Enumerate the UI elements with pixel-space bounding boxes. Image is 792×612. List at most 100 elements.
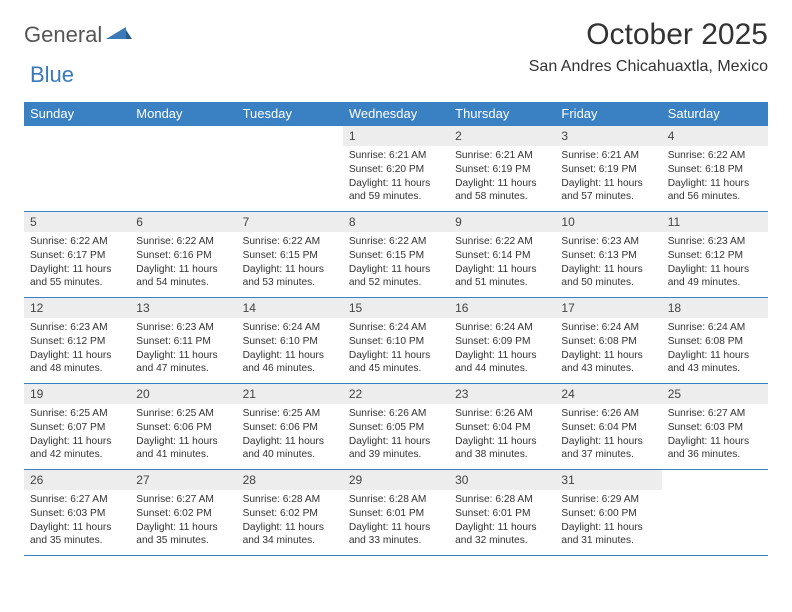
day-details: Sunrise: 6:24 AMSunset: 6:10 PMDaylight:…	[343, 318, 449, 380]
logo-text-general: General	[24, 22, 102, 48]
day-details: Sunrise: 6:23 AMSunset: 6:12 PMDaylight:…	[662, 232, 768, 294]
day-number: 10	[555, 212, 661, 232]
calendar-cell: 17Sunrise: 6:24 AMSunset: 6:08 PMDayligh…	[555, 298, 661, 384]
day-details: Sunrise: 6:23 AMSunset: 6:12 PMDaylight:…	[24, 318, 130, 380]
day-details: Sunrise: 6:23 AMSunset: 6:13 PMDaylight:…	[555, 232, 661, 294]
day-number: 25	[662, 384, 768, 404]
day-number: 26	[24, 470, 130, 490]
logo: General	[24, 18, 134, 48]
calendar-cell: 5Sunrise: 6:22 AMSunset: 6:17 PMDaylight…	[24, 212, 130, 298]
day-details: Sunrise: 6:25 AMSunset: 6:06 PMDaylight:…	[237, 404, 343, 466]
day-details: Sunrise: 6:22 AMSunset: 6:17 PMDaylight:…	[24, 232, 130, 294]
day-header: Monday	[130, 102, 236, 126]
day-number: 13	[130, 298, 236, 318]
day-details: Sunrise: 6:26 AMSunset: 6:04 PMDaylight:…	[449, 404, 555, 466]
calendar-cell: 30Sunrise: 6:28 AMSunset: 6:01 PMDayligh…	[449, 470, 555, 556]
calendar-cell: 4Sunrise: 6:22 AMSunset: 6:18 PMDaylight…	[662, 126, 768, 212]
day-header: Wednesday	[343, 102, 449, 126]
day-details: Sunrise: 6:27 AMSunset: 6:03 PMDaylight:…	[662, 404, 768, 466]
day-details: Sunrise: 6:22 AMSunset: 6:16 PMDaylight:…	[130, 232, 236, 294]
day-number: 16	[449, 298, 555, 318]
day-number: 30	[449, 470, 555, 490]
location-label: San Andres Chicahuaxtla, Mexico	[529, 58, 768, 76]
day-number: 27	[130, 470, 236, 490]
calendar-cell: 9Sunrise: 6:22 AMSunset: 6:14 PMDaylight…	[449, 212, 555, 298]
day-number: 2	[449, 126, 555, 146]
calendar-cell	[24, 126, 130, 212]
day-details: Sunrise: 6:25 AMSunset: 6:07 PMDaylight:…	[24, 404, 130, 466]
day-details: Sunrise: 6:23 AMSunset: 6:11 PMDaylight:…	[130, 318, 236, 380]
day-details: Sunrise: 6:26 AMSunset: 6:04 PMDaylight:…	[555, 404, 661, 466]
calendar-cell: 15Sunrise: 6:24 AMSunset: 6:10 PMDayligh…	[343, 298, 449, 384]
day-number: 21	[237, 384, 343, 404]
day-number: 14	[237, 298, 343, 318]
day-header: Friday	[555, 102, 661, 126]
calendar-cell: 21Sunrise: 6:25 AMSunset: 6:06 PMDayligh…	[237, 384, 343, 470]
day-details: Sunrise: 6:24 AMSunset: 6:08 PMDaylight:…	[555, 318, 661, 380]
calendar-cell	[662, 470, 768, 556]
day-number: 28	[237, 470, 343, 490]
day-details: Sunrise: 6:28 AMSunset: 6:01 PMDaylight:…	[449, 490, 555, 552]
month-title: October 2025	[529, 18, 768, 52]
day-details: Sunrise: 6:26 AMSunset: 6:05 PMDaylight:…	[343, 404, 449, 466]
day-number: 29	[343, 470, 449, 490]
day-details: Sunrise: 6:28 AMSunset: 6:02 PMDaylight:…	[237, 490, 343, 552]
calendar-cell: 22Sunrise: 6:26 AMSunset: 6:05 PMDayligh…	[343, 384, 449, 470]
calendar-cell: 23Sunrise: 6:26 AMSunset: 6:04 PMDayligh…	[449, 384, 555, 470]
day-number: 18	[662, 298, 768, 318]
day-number: 23	[449, 384, 555, 404]
day-details: Sunrise: 6:28 AMSunset: 6:01 PMDaylight:…	[343, 490, 449, 552]
calendar-cell: 13Sunrise: 6:23 AMSunset: 6:11 PMDayligh…	[130, 298, 236, 384]
calendar-cell: 2Sunrise: 6:21 AMSunset: 6:19 PMDaylight…	[449, 126, 555, 212]
calendar-cell: 24Sunrise: 6:26 AMSunset: 6:04 PMDayligh…	[555, 384, 661, 470]
calendar-cell: 25Sunrise: 6:27 AMSunset: 6:03 PMDayligh…	[662, 384, 768, 470]
day-details: Sunrise: 6:22 AMSunset: 6:15 PMDaylight:…	[237, 232, 343, 294]
day-details: Sunrise: 6:24 AMSunset: 6:10 PMDaylight:…	[237, 318, 343, 380]
calendar-cell: 26Sunrise: 6:27 AMSunset: 6:03 PMDayligh…	[24, 470, 130, 556]
calendar-cell: 19Sunrise: 6:25 AMSunset: 6:07 PMDayligh…	[24, 384, 130, 470]
day-header: Thursday	[449, 102, 555, 126]
day-number: 7	[237, 212, 343, 232]
calendar-cell: 14Sunrise: 6:24 AMSunset: 6:10 PMDayligh…	[237, 298, 343, 384]
logo-text-blue: Blue	[30, 62, 74, 88]
calendar-cell: 7Sunrise: 6:22 AMSunset: 6:15 PMDaylight…	[237, 212, 343, 298]
logo-mark-icon	[106, 24, 132, 47]
day-number: 31	[555, 470, 661, 490]
calendar-cell: 10Sunrise: 6:23 AMSunset: 6:13 PMDayligh…	[555, 212, 661, 298]
day-number: 9	[449, 212, 555, 232]
calendar-cell: 6Sunrise: 6:22 AMSunset: 6:16 PMDaylight…	[130, 212, 236, 298]
calendar-cell: 20Sunrise: 6:25 AMSunset: 6:06 PMDayligh…	[130, 384, 236, 470]
day-number: 4	[662, 126, 768, 146]
day-number: 8	[343, 212, 449, 232]
calendar-cell: 28Sunrise: 6:28 AMSunset: 6:02 PMDayligh…	[237, 470, 343, 556]
day-number: 1	[343, 126, 449, 146]
day-number: 6	[130, 212, 236, 232]
day-number: 24	[555, 384, 661, 404]
calendar-cell: 1Sunrise: 6:21 AMSunset: 6:20 PMDaylight…	[343, 126, 449, 212]
day-number: 20	[130, 384, 236, 404]
calendar-cell	[237, 126, 343, 212]
day-details: Sunrise: 6:24 AMSunset: 6:09 PMDaylight:…	[449, 318, 555, 380]
day-details: Sunrise: 6:22 AMSunset: 6:14 PMDaylight:…	[449, 232, 555, 294]
day-header: Sunday	[24, 102, 130, 126]
day-number: 15	[343, 298, 449, 318]
day-details: Sunrise: 6:22 AMSunset: 6:18 PMDaylight:…	[662, 146, 768, 208]
calendar-cell	[130, 126, 236, 212]
day-details: Sunrise: 6:27 AMSunset: 6:02 PMDaylight:…	[130, 490, 236, 552]
day-details: Sunrise: 6:21 AMSunset: 6:20 PMDaylight:…	[343, 146, 449, 208]
day-details: Sunrise: 6:24 AMSunset: 6:08 PMDaylight:…	[662, 318, 768, 380]
calendar-cell: 27Sunrise: 6:27 AMSunset: 6:02 PMDayligh…	[130, 470, 236, 556]
calendar-cell: 18Sunrise: 6:24 AMSunset: 6:08 PMDayligh…	[662, 298, 768, 384]
day-number: 17	[555, 298, 661, 318]
day-number: 19	[24, 384, 130, 404]
day-details: Sunrise: 6:27 AMSunset: 6:03 PMDaylight:…	[24, 490, 130, 552]
calendar-table: SundayMondayTuesdayWednesdayThursdayFrid…	[24, 102, 768, 556]
calendar-cell: 8Sunrise: 6:22 AMSunset: 6:15 PMDaylight…	[343, 212, 449, 298]
day-details: Sunrise: 6:22 AMSunset: 6:15 PMDaylight:…	[343, 232, 449, 294]
day-number: 22	[343, 384, 449, 404]
day-number: 3	[555, 126, 661, 146]
calendar-cell: 29Sunrise: 6:28 AMSunset: 6:01 PMDayligh…	[343, 470, 449, 556]
calendar-cell: 12Sunrise: 6:23 AMSunset: 6:12 PMDayligh…	[24, 298, 130, 384]
calendar-cell: 3Sunrise: 6:21 AMSunset: 6:19 PMDaylight…	[555, 126, 661, 212]
day-number: 12	[24, 298, 130, 318]
